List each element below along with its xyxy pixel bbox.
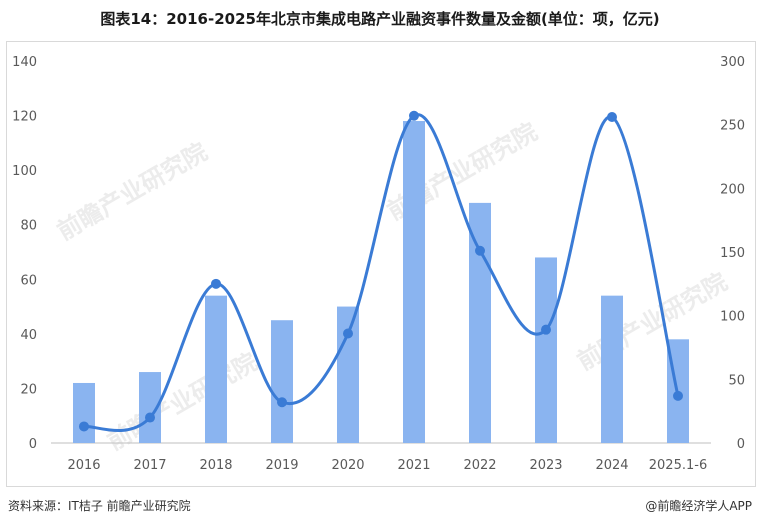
- bar: [601, 295, 623, 443]
- line-point: [607, 112, 617, 123]
- x-tick-label: 2018: [199, 458, 232, 473]
- y-left-tick-label: 40: [20, 328, 37, 343]
- x-tick-label: 2024: [595, 458, 628, 473]
- y-right-tick-label: 200: [720, 182, 745, 197]
- bar: [73, 382, 95, 443]
- brand-note: @前瞻经济学人APP: [645, 499, 752, 513]
- series-line: [82, 113, 680, 433]
- y-right-tick-label: 150: [720, 246, 745, 261]
- bar: [271, 320, 293, 443]
- y-right-tick-label: 250: [720, 119, 745, 134]
- y-left-tick-label: 100: [12, 164, 37, 179]
- line-point: [79, 421, 89, 432]
- line-point: [475, 245, 485, 256]
- line-point: [673, 390, 683, 401]
- line-point: [409, 110, 419, 121]
- x-tick-label: 2016: [67, 458, 100, 473]
- line-point: [277, 397, 287, 408]
- source-note: 资料来源：IT桔子 前瞻产业研究院: [8, 499, 191, 513]
- y-left-tick-label: 0: [29, 437, 37, 452]
- bar: [205, 295, 227, 443]
- bar: [469, 202, 491, 443]
- x-tick-label: 2025.1-6: [649, 458, 707, 473]
- y-left-tick-label: 60: [20, 273, 37, 288]
- bar: [535, 257, 557, 443]
- x-tick-label: 2020: [331, 458, 364, 473]
- x-tick-label: 2022: [463, 458, 496, 473]
- y-left-tick-label: 20: [20, 382, 37, 397]
- chart-frame: 前瞻产业研究院 前瞻产业研究院 前瞻产业研究院 前瞻产业研究院 0 20 40 60 8…: [6, 41, 756, 487]
- line-point: [541, 324, 551, 335]
- line-point: [145, 412, 155, 423]
- x-tick-label: 2023: [529, 458, 562, 473]
- y-right-tick-label: 100: [720, 310, 745, 325]
- bar: [403, 121, 425, 444]
- x-tick-label: 2019: [265, 458, 298, 473]
- y-left-tick-label: 140: [12, 55, 37, 70]
- bar: [337, 306, 359, 443]
- line-point: [343, 328, 353, 339]
- x-tick-label: 2021: [397, 458, 430, 473]
- bar: [139, 372, 161, 443]
- y-right-tick-label: 50: [728, 373, 745, 388]
- line-point: [211, 278, 221, 289]
- y-right-tick-label: 300: [720, 55, 745, 70]
- y-left-tick-label: 120: [12, 110, 37, 125]
- chart-title: 图表14：2016-2025年北京市集成电路产业融资事件数量及金额(单位：项，亿…: [100, 10, 660, 28]
- x-tick-label: 2017: [133, 458, 166, 473]
- y-right-tick-label: 0: [737, 437, 745, 452]
- y-left-tick-label: 80: [20, 219, 37, 234]
- combo-chart: 0 20 40 60 80 100 120 140 0 50 100 150 200 250 300 2016…: [12, 55, 745, 473]
